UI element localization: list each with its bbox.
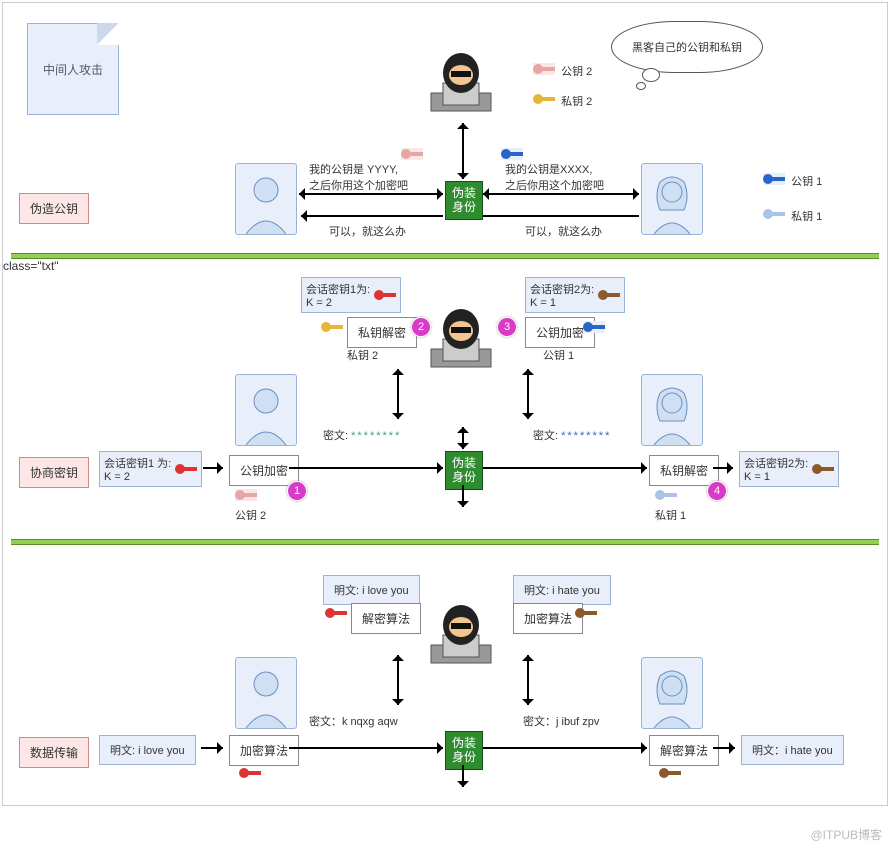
top-privdec: 私钥解密 xyxy=(347,317,417,348)
identity-badge-2: 伪装身份 xyxy=(445,451,483,490)
legend-privkey1: 私钥 1 xyxy=(763,208,822,224)
arr3-mainr xyxy=(483,747,647,749)
arr-to-rightsession xyxy=(713,467,733,469)
varrow-l xyxy=(397,369,399,419)
reply-right: 可以，就这么办 xyxy=(525,223,602,239)
section3-label: 数据传输 xyxy=(19,737,89,768)
red-key-l xyxy=(325,607,347,622)
panel-data-transfer: 明文: i love you 明文: i hate you 解密算法 加密算法 … xyxy=(3,545,887,805)
male-icon xyxy=(235,163,297,235)
badge-3: 3 xyxy=(497,317,517,337)
top-key-yellow xyxy=(321,321,343,336)
arrow-right xyxy=(483,193,639,195)
cipher3-r: 密文：j ibuf zpv xyxy=(523,713,599,729)
brown-key-br xyxy=(659,767,681,782)
left-key-pink xyxy=(235,489,257,504)
panel-forge-key: 中间人攻击 黑客自己的公钥和私钥 公钥 2 私钥 2 公钥 1 私钥 1 伪造公… xyxy=(3,3,887,253)
varr-center2b xyxy=(462,485,464,507)
section2-label: 协商密钥 xyxy=(19,457,89,488)
badge-4: 4 xyxy=(707,481,727,501)
key-icon-lblue xyxy=(763,208,785,220)
msg-right: 我的公钥是XXXX,之后你用这个加密吧 xyxy=(505,161,604,193)
thought-bubble: 黑客自己的公钥和私钥 xyxy=(611,21,763,73)
title-note: 中间人攻击 xyxy=(27,23,119,115)
top-enc: 加密算法 xyxy=(513,603,583,634)
right-privdec: 私钥解密 xyxy=(649,455,719,486)
diagram-frame: 中间人攻击 黑客自己的公钥和私钥 公钥 2 私钥 2 公钥 1 私钥 1 伪造公… xyxy=(2,2,888,806)
legend-privkey2: 私钥 2 xyxy=(533,93,592,109)
right-key-lblue xyxy=(655,489,677,504)
cipher-right-label: 密文: ******** xyxy=(533,427,611,443)
big-arrow-right xyxy=(483,467,647,469)
top-dec: 解密算法 xyxy=(351,603,421,634)
varr3-l xyxy=(397,655,399,705)
right-session: 会话密钥2为:K = 1 xyxy=(739,451,839,487)
cipher-left-label: 密文: ******** xyxy=(323,427,401,443)
identity-badge: 伪装身份 xyxy=(445,181,483,220)
hacker-icon-2 xyxy=(421,299,501,379)
arrow-left xyxy=(299,193,443,195)
arr3-a xyxy=(201,747,223,749)
msg-left: 我的公钥是 YYYY,之后你用这个加密吧 xyxy=(309,161,408,193)
legend-pubkey2: 公钥 2 xyxy=(533,63,592,79)
arrow-right-return xyxy=(483,215,639,217)
top-plain-left: 明文: i love you xyxy=(323,575,420,605)
left-session: 会话密钥1 为:K = 2 xyxy=(99,451,202,487)
legend-pubkey1: 公钥 1 xyxy=(763,173,822,189)
top-left-session: 会话密钥1为:K = 2 xyxy=(301,277,401,313)
watermark: @ITPUB博客 xyxy=(0,826,882,843)
right-dec: 解密算法 xyxy=(649,735,719,766)
reply-left: 可以，就这么办 xyxy=(329,223,406,239)
big-arrow-left xyxy=(289,467,443,469)
arr3-mainl xyxy=(289,747,443,749)
male-icon-3 xyxy=(235,657,297,729)
varr-center2 xyxy=(462,427,464,449)
red-key-bl xyxy=(239,767,261,782)
key-icon-pink xyxy=(533,63,555,75)
varr3-c xyxy=(462,765,464,787)
badge-2: 2 xyxy=(411,317,431,337)
top-plain-right: 明文: i hate you xyxy=(513,575,611,605)
left-key2-label: 公钥 2 xyxy=(235,507,266,523)
female-icon xyxy=(641,163,703,235)
varr3-r xyxy=(527,655,529,705)
arr3-b xyxy=(713,747,735,749)
top-pubkey1-label: 公钥 1 xyxy=(543,347,574,363)
key-icon-yellow xyxy=(533,93,555,105)
plain-right: 明文：i hate you xyxy=(741,735,844,765)
hacker-icon xyxy=(421,43,501,123)
female-icon-3 xyxy=(641,657,703,729)
male-icon-2 xyxy=(235,374,297,446)
varrow-r xyxy=(527,369,529,419)
panel-negotiate-key: 会话密钥1为:K = 2 会话密钥2为:K = 1 私钥解密 公钥加密 私钥 2… xyxy=(3,259,887,539)
top-privkey2-label: 私钥 2 xyxy=(347,347,378,363)
arrow-left-return xyxy=(301,215,443,217)
right-key1-label: 私钥 1 xyxy=(655,507,686,523)
hacker-icon-3 xyxy=(421,595,501,675)
arr-to-pubenc xyxy=(203,467,223,469)
identity-badge-3: 伪装身份 xyxy=(445,731,483,770)
thought-text: 黑客自己的公钥和私钥 xyxy=(632,39,742,55)
key-icon-blue xyxy=(763,173,785,185)
vert-arrow-hacker xyxy=(462,123,464,179)
top-key-blue xyxy=(583,321,605,336)
section1-label: 伪造公钥 xyxy=(19,193,89,224)
brown-key-r xyxy=(575,607,597,622)
top-right-session: 会话密钥2为:K = 1 xyxy=(525,277,625,313)
title-note-text: 中间人攻击 xyxy=(43,61,103,78)
cipher3-l: 密文：k nqxg aqw xyxy=(309,713,398,729)
badge-1: 1 xyxy=(287,481,307,501)
female-icon-2 xyxy=(641,374,703,446)
plain-left: 明文: i love you xyxy=(99,735,196,765)
